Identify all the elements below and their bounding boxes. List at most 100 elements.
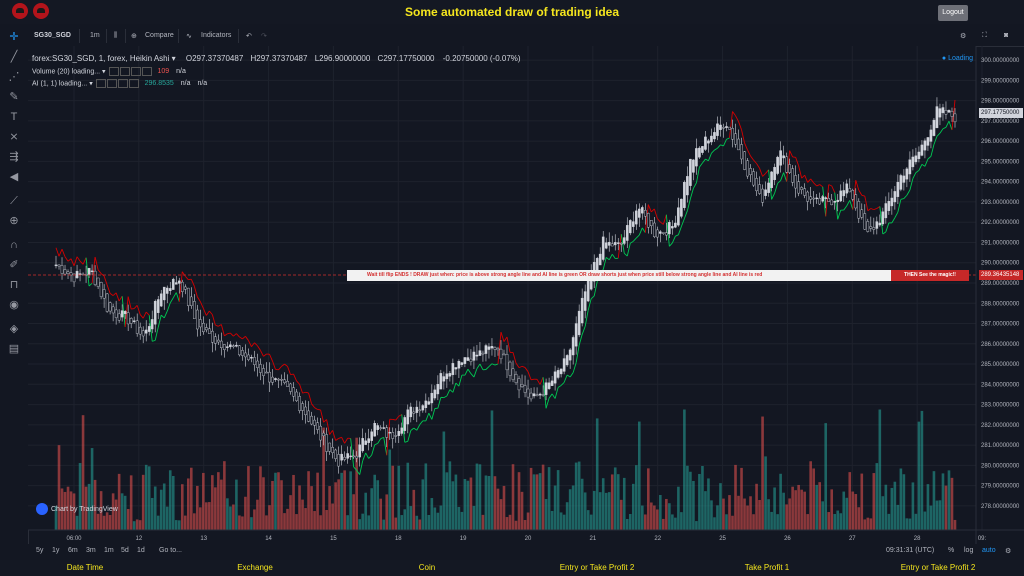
range-3m[interactable]: 3m (86, 547, 96, 554)
interval-selector[interactable]: 1m (90, 32, 100, 39)
fullscreen-icon[interactable]: ⛶ (982, 32, 987, 39)
price-chart[interactable]: 300.00000000 299.00000000 298.00000000 297.… (28, 46, 1024, 544)
volume-bar (637, 421, 641, 530)
lock-drawing-icon[interactable]: ✐ (9, 259, 19, 271)
ai-line-segment (930, 144, 935, 157)
ai-line-segment (425, 412, 430, 422)
range-1y[interactable]: 1y (52, 547, 60, 554)
volume-bar (628, 514, 632, 530)
ruler-icon[interactable]: ⟋ (10, 195, 18, 207)
ai-line-segment (563, 374, 568, 383)
symbol-search[interactable]: SG30_SGD (34, 32, 71, 39)
eye-icon[interactable] (108, 67, 119, 76)
trend-line-icon[interactable]: ╱ (10, 51, 18, 63)
indicators-icon[interactable]: ∿ (186, 33, 192, 40)
candle (625, 225, 629, 241)
crosshair-icon[interactable]: ✛ (9, 31, 19, 43)
ai-line-segment (293, 373, 297, 382)
candle (541, 394, 545, 396)
volume-bar (574, 462, 578, 530)
fib-icon[interactable]: ⋰ (8, 71, 20, 83)
candle (232, 345, 235, 348)
auto-toggle[interactable]: auto (982, 547, 996, 554)
layers-icon[interactable]: ◈ (9, 323, 19, 335)
magnet-icon[interactable]: ∩ (10, 239, 18, 251)
close-icon[interactable] (130, 67, 141, 76)
volume-bar (199, 507, 202, 530)
redo-icon[interactable]: ↷ (261, 33, 267, 40)
settings-icon[interactable] (106, 79, 117, 88)
pattern-icon[interactable]: ⨯ (9, 131, 19, 143)
volume-label[interactable]: Volume (20) loading... (32, 68, 101, 76)
tradingview-watermark[interactable]: Chart by TradingView (36, 503, 118, 515)
camera-icon[interactable]: ◙ (1004, 32, 1009, 39)
settings-icon[interactable]: ⚙ (960, 33, 967, 40)
undo-icon[interactable]: ↶ (246, 33, 252, 40)
candle (776, 156, 779, 174)
compare-button[interactable]: Compare (145, 32, 174, 39)
volume-bar (78, 463, 82, 530)
ai-line-segment (82, 257, 87, 265)
candle (475, 354, 479, 357)
ai-line-segment (188, 278, 192, 281)
volume-bar (926, 484, 930, 530)
candle-style-icon[interactable]: ⫼ (114, 32, 118, 39)
trash-icon[interactable]: ▤ (8, 343, 20, 355)
volume-bar (845, 497, 849, 530)
trade-idea-banner[interactable]: Wait till flip ENDS ! DRAW just when: pr… (347, 270, 969, 281)
ai-line-segment (843, 205, 848, 211)
candle (250, 357, 253, 359)
candle (400, 427, 404, 434)
eye-icon[interactable]: ◉ (9, 299, 19, 311)
more-icon[interactable] (141, 67, 152, 76)
range-1m[interactable]: 1m (104, 547, 114, 554)
settings-icon[interactable]: ⚙ (1005, 548, 1012, 555)
range-5d[interactable]: 5d (121, 547, 129, 554)
candle (331, 446, 334, 453)
ai-line-segment (903, 194, 908, 199)
eye-icon[interactable] (95, 79, 106, 88)
settings-icon[interactable] (119, 67, 130, 76)
ai-line-segment (419, 420, 424, 425)
ai-line-segment (320, 409, 325, 423)
range-5y[interactable]: 5y (36, 547, 44, 554)
candle (265, 371, 268, 374)
percent-toggle[interactable]: % (948, 547, 955, 554)
volume-bar (196, 485, 199, 530)
logout-button[interactable]: Logout (938, 5, 968, 21)
volume-bar (265, 515, 268, 530)
clock[interactable]: 09:31:31 (UTC) (886, 547, 935, 554)
arrow-icon[interactable]: ◀ (9, 171, 19, 183)
ai-label[interactable]: AI (1, 1) loading... (32, 80, 88, 88)
volume-bar (463, 479, 467, 530)
candle (929, 129, 933, 142)
goto-button[interactable]: Go to... (159, 547, 182, 554)
candle (773, 167, 776, 181)
more-icon[interactable] (128, 79, 139, 88)
series-title[interactable]: forex:SG30_SGD, 1, forex, Heikin Ashi (32, 54, 170, 63)
text-icon[interactable]: T (10, 111, 18, 123)
log-toggle[interactable]: log (964, 547, 974, 554)
volume-bar (746, 505, 749, 530)
indicators-button[interactable]: Indicators (201, 32, 232, 39)
volume-bar (668, 503, 671, 530)
range-1d[interactable]: 1d (137, 547, 145, 554)
chart-area[interactable]: 300.00000000 299.00000000 298.00000000 297.… (28, 46, 1024, 544)
volume-bar (84, 486, 88, 530)
volume-bar (953, 519, 957, 530)
candle (836, 199, 840, 203)
ai-line-segment (193, 285, 198, 297)
candle (409, 406, 413, 418)
volume-bar (165, 506, 169, 530)
brush-icon[interactable]: ✎ (9, 91, 19, 103)
zoom-icon[interactable]: ⊕ (9, 215, 19, 227)
ai-line-segment (744, 142, 748, 151)
candle (226, 346, 229, 348)
lock-icon[interactable]: ⊓ (9, 279, 19, 291)
candle (704, 136, 707, 150)
compare-icon[interactable]: ⊕ (131, 33, 137, 40)
ai-line-segment (224, 333, 228, 337)
range-6m[interactable]: 6m (68, 547, 78, 554)
prediction-icon[interactable]: ⇶ (9, 151, 19, 163)
close-icon[interactable] (117, 79, 128, 88)
